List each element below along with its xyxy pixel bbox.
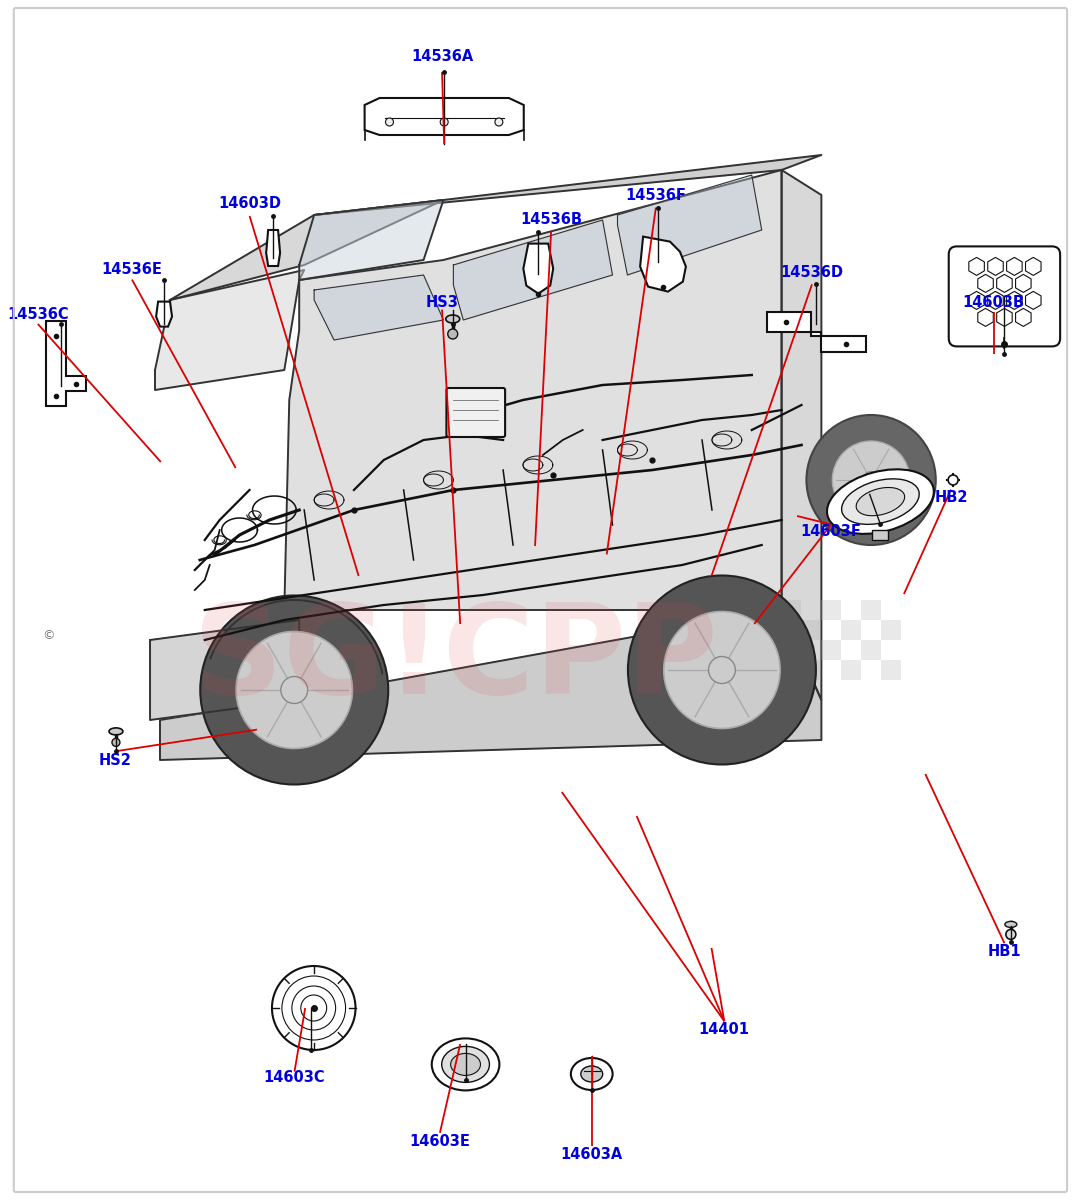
Bar <box>802 620 821 640</box>
Text: 14536B: 14536B <box>520 212 582 227</box>
Bar <box>861 640 882 660</box>
Circle shape <box>112 738 120 746</box>
Text: HB2: HB2 <box>934 491 968 505</box>
Ellipse shape <box>628 576 816 764</box>
Text: 14603E: 14603E <box>410 1134 471 1148</box>
Bar <box>802 660 821 680</box>
Bar <box>873 529 888 540</box>
Polygon shape <box>617 175 762 275</box>
Ellipse shape <box>446 314 460 323</box>
Circle shape <box>448 329 458 338</box>
Ellipse shape <box>663 612 780 728</box>
FancyBboxPatch shape <box>949 246 1060 347</box>
Circle shape <box>386 118 393 126</box>
Circle shape <box>440 118 448 126</box>
Bar <box>782 600 802 620</box>
Ellipse shape <box>832 440 909 518</box>
Ellipse shape <box>200 595 388 785</box>
Polygon shape <box>267 230 281 266</box>
Ellipse shape <box>236 631 353 749</box>
Polygon shape <box>46 322 86 407</box>
Polygon shape <box>364 98 524 134</box>
Ellipse shape <box>842 479 919 524</box>
Polygon shape <box>524 244 554 294</box>
Polygon shape <box>454 220 613 320</box>
Text: 14603A: 14603A <box>560 1147 622 1162</box>
Bar <box>842 620 861 640</box>
Ellipse shape <box>432 1038 500 1091</box>
Circle shape <box>708 656 735 684</box>
Text: 14603B: 14603B <box>963 295 1024 310</box>
Bar <box>882 620 901 640</box>
Text: 14536A: 14536A <box>411 49 473 64</box>
Bar <box>782 640 802 660</box>
Text: 14536D: 14536D <box>780 265 844 280</box>
Bar <box>861 600 882 620</box>
FancyBboxPatch shape <box>446 388 505 437</box>
Polygon shape <box>151 620 299 720</box>
Circle shape <box>1006 929 1016 940</box>
Ellipse shape <box>272 966 356 1050</box>
Circle shape <box>494 118 503 126</box>
Polygon shape <box>170 200 443 300</box>
Text: HS2: HS2 <box>99 754 131 768</box>
Text: 14536F: 14536F <box>626 188 686 203</box>
Ellipse shape <box>1005 922 1017 928</box>
Circle shape <box>863 472 879 488</box>
Ellipse shape <box>450 1054 481 1075</box>
Text: SG!CPP: SG!CPP <box>192 600 717 720</box>
Bar <box>821 640 842 660</box>
Ellipse shape <box>806 415 935 545</box>
Text: 14603D: 14603D <box>218 197 281 211</box>
Bar <box>821 600 842 620</box>
Polygon shape <box>314 155 821 215</box>
Ellipse shape <box>580 1066 603 1082</box>
Text: 14401: 14401 <box>699 1022 749 1037</box>
Text: ©: © <box>42 630 55 642</box>
Text: 14536E: 14536E <box>101 263 162 277</box>
Ellipse shape <box>827 469 934 534</box>
Polygon shape <box>766 312 866 352</box>
Ellipse shape <box>856 487 905 516</box>
Polygon shape <box>155 270 304 390</box>
Bar <box>882 660 901 680</box>
Polygon shape <box>160 610 821 760</box>
Text: HS3: HS3 <box>426 295 458 310</box>
Ellipse shape <box>571 1058 613 1090</box>
Text: 14603C: 14603C <box>263 1070 326 1085</box>
Circle shape <box>281 677 307 703</box>
Text: 14536C: 14536C <box>8 307 69 322</box>
Polygon shape <box>284 170 782 610</box>
Polygon shape <box>156 301 172 326</box>
Polygon shape <box>314 275 443 340</box>
Ellipse shape <box>442 1046 489 1082</box>
Polygon shape <box>299 200 443 280</box>
Bar <box>842 660 861 680</box>
Text: HB1: HB1 <box>988 944 1021 959</box>
Polygon shape <box>640 236 686 292</box>
Circle shape <box>948 475 958 485</box>
Text: 14603F: 14603F <box>801 524 862 539</box>
Polygon shape <box>782 170 821 700</box>
Ellipse shape <box>109 728 123 734</box>
